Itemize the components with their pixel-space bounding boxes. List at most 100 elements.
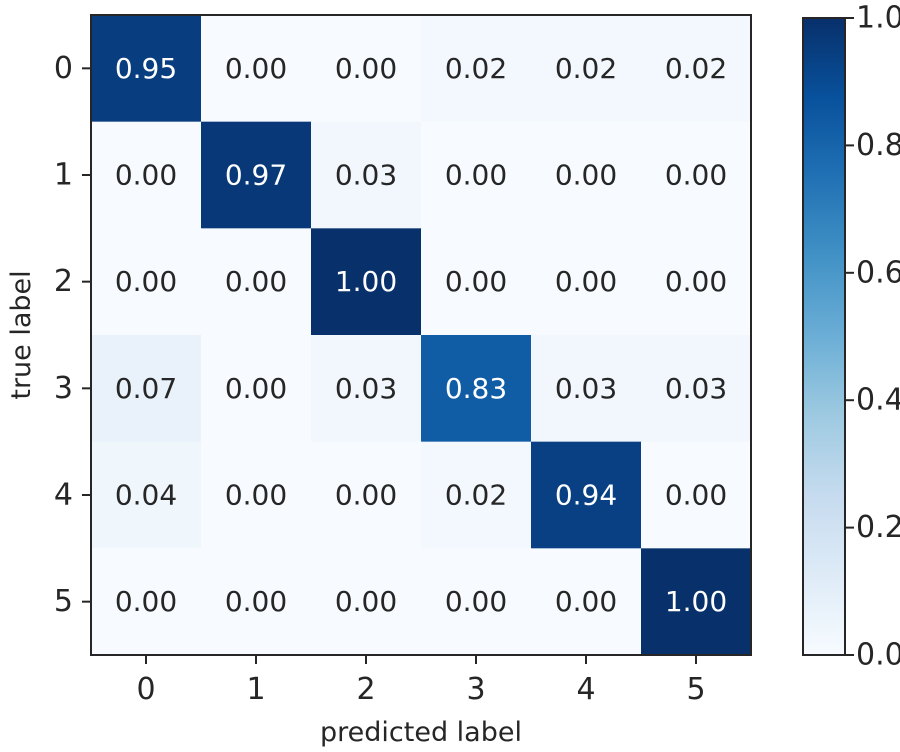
x-tick-label-5: 5	[686, 672, 705, 707]
colorbar-tick-label-4: 0.8	[856, 128, 900, 163]
cell-value-r2-c1: 0.00	[225, 265, 287, 298]
cell-value-r1-c5: 0.00	[665, 159, 727, 192]
heatmap-cell-r1-c1	[201, 121, 312, 229]
cell-value-r5-c0: 0.00	[115, 585, 177, 618]
cell-value-r1-c2: 0.03	[335, 159, 397, 192]
cell-value-r4-c2: 0.00	[335, 479, 397, 512]
x-tick-label-4: 4	[576, 672, 595, 707]
cell-value-r0-c1: 0.00	[225, 52, 287, 85]
heatmap-cells	[91, 15, 752, 656]
heatmap-cell-r4-c2	[311, 441, 422, 549]
colorbar-ticks: 0.0 0.2 0.4 0.6 0.8 1.0	[845, 1, 900, 673]
cell-value-r0-c3: 0.02	[445, 52, 507, 85]
cell-value-r5-c1: 0.00	[225, 585, 287, 618]
heatmap-cell-r1-c5	[641, 121, 752, 229]
heatmap-cell-r3-c1	[201, 335, 312, 443]
y-axis-label: true label	[6, 270, 37, 399]
cell-value-r4-c0: 0.04	[115, 479, 177, 512]
heatmap-cell-r1-c0	[91, 121, 202, 229]
cell-value-r4-c1: 0.00	[225, 479, 287, 512]
heatmap-cell-r2-c5	[641, 228, 752, 336]
cell-value-r2-c4: 0.00	[555, 265, 617, 298]
heatmap-cell-r4-c4	[531, 441, 642, 549]
cell-value-r5-c5: 1.00	[665, 585, 727, 618]
cell-value-r4-c5: 0.00	[665, 479, 727, 512]
y-axis-ticks: 0 1 2 3 4 5	[54, 51, 91, 619]
colorbar-tick-label-2: 0.4	[856, 383, 900, 418]
cell-value-r0-c5: 0.02	[665, 52, 727, 85]
cell-value-r3-c2: 0.03	[335, 372, 397, 405]
x-axis-ticks: 0 1 2 3 4 5	[136, 655, 706, 707]
colorbar: 0.0 0.2 0.4 0.6 0.8 1.0	[802, 1, 900, 673]
heatmap-cell-r0-c5	[641, 15, 752, 123]
cell-value-r3-c3: 0.83	[445, 372, 507, 405]
heatmap-cell-r1-c4	[531, 121, 642, 229]
heatmap-cell-r2-c2	[311, 228, 422, 336]
cell-value-r2-c0: 0.00	[115, 265, 177, 298]
heatmap-cell-r1-c2	[311, 121, 422, 229]
heatmap-cell-r3-c2	[311, 335, 422, 443]
heatmap-cell-r2-c4	[531, 228, 642, 336]
x-tick-label-3: 3	[466, 672, 485, 707]
heatmap-cell-r5-c3	[421, 548, 532, 656]
heatmap-cell-r3-c4	[531, 335, 642, 443]
y-tick-label-3: 3	[54, 371, 73, 406]
heatmap-cell-r0-c0	[91, 15, 202, 123]
cell-value-r0-c2: 0.00	[335, 52, 397, 85]
cell-value-r3-c1: 0.00	[225, 372, 287, 405]
heatmap-cell-r0-c2	[311, 15, 422, 123]
y-tick-label-5: 5	[54, 584, 73, 619]
colorbar-tick-label-0: 0.0	[856, 638, 900, 673]
heatmap-cell-r5-c5	[641, 548, 752, 656]
y-tick-label-4: 4	[54, 478, 73, 513]
heatmap-cell-r2-c0	[91, 228, 202, 336]
heatmap-cell-r5-c0	[91, 548, 202, 656]
cell-value-r0-c0: 0.95	[115, 52, 177, 85]
heatmap-cell-r0-c3	[421, 15, 532, 123]
heatmap-cell-r4-c1	[201, 441, 312, 549]
cell-value-r2-c2: 1.00	[335, 265, 397, 298]
heatmap-cell-r2-c1	[201, 228, 312, 336]
heatmap-cell-labels: 0.95 0.00 0.00 0.02 0.02 0.02 0.00 0.97 0.03 0.00…	[115, 52, 727, 618]
heatmap-cell-r0-c4	[531, 15, 642, 123]
heatmap-cell-r2-c3	[421, 228, 532, 336]
cell-value-r3-c0: 0.07	[115, 372, 177, 405]
x-tick-label-0: 0	[136, 672, 155, 707]
cell-value-r1-c0: 0.00	[115, 159, 177, 192]
heatmap-cell-r5-c2	[311, 548, 422, 656]
cell-value-r0-c4: 0.02	[555, 52, 617, 85]
cell-value-r4-c4: 0.94	[555, 479, 617, 512]
cell-value-r5-c3: 0.00	[445, 585, 507, 618]
heatmap-cell-r5-c1	[201, 548, 312, 656]
x-tick-label-1: 1	[246, 672, 265, 707]
heatmap-cell-r5-c4	[531, 548, 642, 656]
heatmap-cell-r0-c1	[201, 15, 312, 123]
colorbar-tick-label-5: 1.0	[856, 1, 900, 36]
heatmap-cell-r3-c5	[641, 335, 752, 443]
x-tick-label-2: 2	[356, 672, 375, 707]
heatmap-cell-r3-c0	[91, 335, 202, 443]
y-tick-label-1: 1	[54, 158, 73, 193]
cell-value-r5-c4: 0.00	[555, 585, 617, 618]
plot-frame	[90, 14, 752, 656]
x-axis-label: predicted label	[320, 717, 522, 748]
colorbar-gradient	[803, 18, 845, 655]
cell-value-r5-c2: 0.00	[335, 585, 397, 618]
heatmap-cell-r3-c3	[421, 335, 532, 443]
colorbar-tick-label-1: 0.2	[856, 510, 900, 545]
heatmap-cell-r4-c0	[91, 441, 202, 549]
heatmap-cell-r4-c3	[421, 441, 532, 549]
cell-value-r1-c3: 0.00	[445, 159, 507, 192]
cell-value-r4-c3: 0.02	[445, 479, 507, 512]
cell-value-r2-c5: 0.00	[665, 265, 727, 298]
colorbar-frame	[802, 17, 846, 656]
cell-value-r3-c4: 0.03	[555, 372, 617, 405]
heatmap-cell-r4-c5	[641, 441, 752, 549]
colorbar-tick-label-3: 0.6	[856, 255, 900, 290]
y-tick-label-0: 0	[54, 51, 73, 86]
y-tick-label-2: 2	[54, 264, 73, 299]
heatmap-cell-r1-c3	[421, 121, 532, 229]
cell-value-r1-c4: 0.00	[555, 159, 617, 192]
cell-value-r1-c1: 0.97	[225, 159, 287, 192]
